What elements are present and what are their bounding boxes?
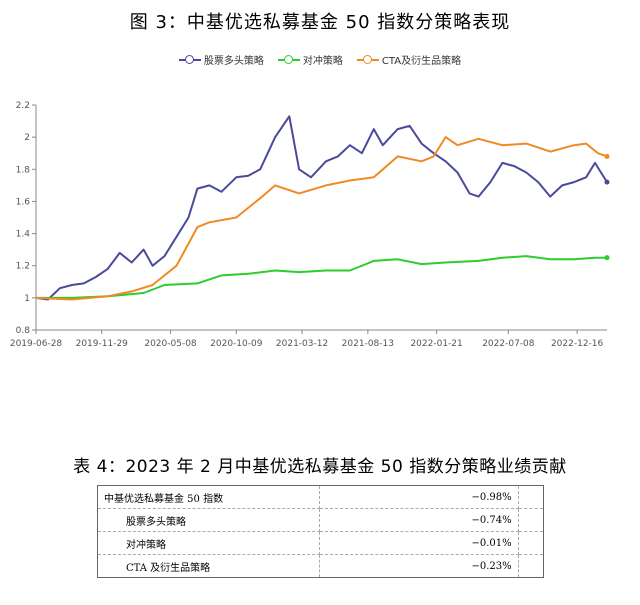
row-value: −0.01%: [319, 531, 519, 555]
table-title: 表 4：2023 年 2 月中基优选私募基金 50 指数分策略业绩贡献: [73, 457, 567, 477]
legend-label-hedge: 对冲策略: [302, 56, 343, 67]
x-tick-label: 2022-12-16: [551, 339, 604, 349]
legend-label-long-only: 股票多头策略: [203, 56, 264, 67]
x-tick-label: 2022-01-21: [410, 339, 462, 349]
y-tick-label: 1.6: [16, 197, 31, 207]
y-tick-label: 1: [24, 294, 30, 304]
series-line-hedge: [36, 255, 607, 299]
x-tick-label: 2020-10-09: [210, 339, 263, 349]
y-tick-label: 1.8: [16, 165, 31, 175]
y-tick-label: 1.4: [16, 230, 31, 240]
x-tick-label: 2022-07-08: [482, 339, 535, 349]
table-row: CTA 及衍生品策略 −0.23%: [96, 554, 545, 578]
chart-legend: 股票多头策略 对冲策略 CTA及衍生品策略: [0, 52, 640, 67]
x-tick-label: 2019-11-29: [76, 339, 129, 349]
row-label: CTA 及衍生品策略: [96, 554, 321, 578]
y-tick-label: 2.2: [16, 101, 30, 111]
row-value: −0.74%: [319, 508, 519, 532]
series-line-cta: [35, 136, 608, 301]
x-tick-label: 2021-08-13: [342, 339, 394, 349]
row-value: −0.98%: [319, 485, 519, 509]
table-row: 对冲策略 −0.01%: [96, 531, 545, 555]
table-row: 中基优选私募基金 50 指数 −0.98%: [96, 485, 545, 509]
y-tick-label: 2: [24, 133, 30, 143]
row-spacer: [518, 531, 545, 555]
row-spacer: [518, 508, 545, 532]
legend-marker-hedge: [277, 54, 300, 65]
table-row: 股票多头策略 −0.74%: [96, 508, 545, 532]
row-label: 股票多头策略: [96, 508, 321, 532]
legend-marker-cta: [356, 54, 379, 65]
legend-item-long-only[interactable]: 股票多头策略: [178, 52, 264, 67]
y-tick-label: 1.2: [16, 262, 30, 272]
legend-marker-long-only: [178, 54, 201, 65]
legend-item-cta[interactable]: CTA及衍生品策略: [356, 52, 462, 67]
row-spacer: [518, 554, 545, 578]
legend-item-hedge[interactable]: 对冲策略: [277, 52, 343, 67]
row-label: 中基优选私募基金 50 指数: [96, 485, 321, 509]
row-value: −0.23%: [319, 554, 519, 578]
series-end-point-hedge: [604, 255, 610, 261]
y-tick-label: 0.8: [16, 326, 31, 336]
legend-label-cta: CTA及衍生品策略: [381, 56, 462, 67]
contribution-table: 中基优选私募基金 50 指数 −0.98% 股票多头策略 −0.74% 对冲策略…: [96, 485, 545, 578]
x-tick-label: 2021-03-12: [276, 339, 328, 349]
row-spacer: [518, 485, 545, 509]
row-label: 对冲策略: [96, 531, 321, 555]
x-tick-label: 2019-06-28: [10, 339, 63, 349]
series-line-long_only: [35, 115, 608, 301]
figure-title: 图 3：中基优选私募基金 50 指数分策略表现: [129, 12, 511, 33]
series-end-point-long_only: [604, 179, 610, 185]
line-chart: 0.8 1 1.2 1.4 1.6 1.8 2 2.2 2019-06-28 2019-11-29…: [10, 101, 610, 349]
series-end-point-cta: [604, 153, 610, 159]
x-tick-label: 2020-05-08: [144, 339, 197, 349]
